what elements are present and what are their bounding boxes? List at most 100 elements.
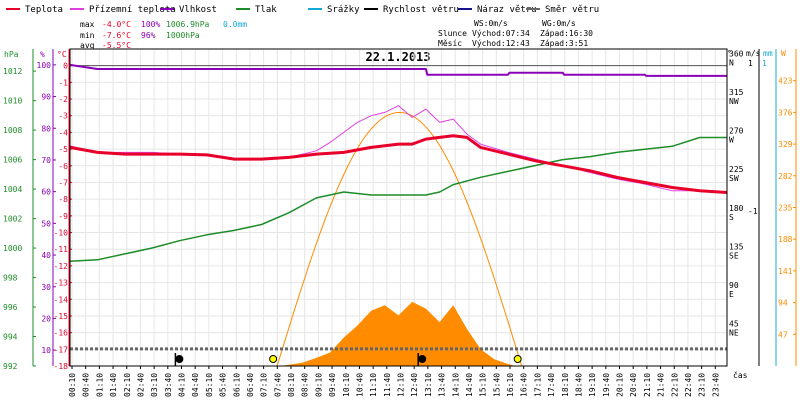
pressure-tick-label: 994 bbox=[3, 333, 18, 342]
wind-dir-tick-label: W bbox=[729, 136, 734, 145]
min-pressure: 1000hPa bbox=[166, 31, 200, 40]
radiation-tick-label: 376 bbox=[778, 108, 793, 117]
temperature-tick-label: -6 bbox=[58, 162, 68, 171]
humidity-tick-label: 70 bbox=[41, 156, 51, 165]
temperature-tick-label: -8 bbox=[58, 195, 68, 204]
plot-frame bbox=[69, 48, 728, 367]
left-axes: 9929949969981000100210041006100810101012… bbox=[3, 61, 72, 371]
x-tick-label: 02:10 bbox=[123, 373, 132, 397]
moon-marker-icon bbox=[418, 355, 427, 363]
wind-speed-tick-label: 1 bbox=[748, 59, 753, 68]
x-tick-label: 23:10 bbox=[698, 373, 707, 397]
legend-label: Směr větru bbox=[545, 5, 599, 15]
legend-label: Tlak bbox=[255, 5, 277, 15]
wind-dir-tick-label: SW bbox=[729, 174, 739, 183]
wind-dir-tick-value: 360 bbox=[729, 50, 744, 59]
x-tick-label: 04:10 bbox=[178, 373, 187, 397]
temperature-tick-label: 0 bbox=[63, 62, 68, 71]
x-tick-label: 05:40 bbox=[219, 373, 228, 397]
legend-label: Rychlost větru bbox=[383, 5, 459, 15]
x-tick-label: 22:10 bbox=[670, 373, 679, 397]
pressure-tick-label: 1008 bbox=[3, 126, 22, 135]
x-tick-label: 07:40 bbox=[273, 373, 282, 397]
x-tick-label: 05:10 bbox=[205, 373, 214, 397]
temperature-line bbox=[69, 134, 728, 194]
wind-dir-tick-value: 315 bbox=[729, 88, 744, 97]
max-pressure: 1006.9hPa bbox=[166, 20, 210, 29]
radiation-tick-label: 188 bbox=[778, 235, 793, 244]
sun-marker-icon bbox=[269, 355, 278, 363]
rain-unit: mm bbox=[763, 49, 773, 58]
x-tick-label: 09:10 bbox=[314, 373, 323, 397]
x-tick-label: 15:40 bbox=[492, 373, 501, 397]
x-tick-label: 00:40 bbox=[82, 373, 91, 397]
temperature-tick-label: -10 bbox=[54, 229, 69, 238]
wind-dir-unit: ° bbox=[727, 49, 732, 58]
temperature-tick-label: -5 bbox=[58, 145, 68, 154]
x-tick-label: 15:10 bbox=[479, 373, 488, 397]
sun-marker-icon bbox=[513, 355, 522, 363]
wind-dir-tick-label: SE bbox=[729, 251, 739, 260]
wind-dir-tick-label: NW bbox=[729, 97, 739, 106]
x-tick-label: 16:10 bbox=[506, 373, 515, 397]
x-tick-label: 10:10 bbox=[342, 373, 351, 397]
wind-dir-tick-label: NE bbox=[729, 328, 739, 337]
x-tick-label: 06:40 bbox=[246, 373, 255, 397]
wind-dir-tick-value: 90 bbox=[729, 281, 739, 290]
humidity-tick-label: 40 bbox=[41, 251, 51, 260]
humidity-unit: % bbox=[40, 50, 45, 59]
x-tick-label: 12:10 bbox=[397, 373, 406, 397]
radiation-tick-label: 94 bbox=[778, 299, 788, 308]
stats-block: max -4.0°C 100% 1006.9hPa 0.0mm min -7.6… bbox=[80, 20, 247, 50]
x-tick-label: 19:10 bbox=[588, 373, 597, 397]
x-tick-label: 14:10 bbox=[451, 373, 460, 397]
humidity-tick-label: 30 bbox=[41, 283, 51, 292]
sun-elevation-curve bbox=[276, 111, 523, 367]
radiation-unit: W bbox=[781, 49, 786, 58]
pressure-tick-label: 998 bbox=[3, 274, 18, 283]
radiation-tick-label: 329 bbox=[778, 140, 793, 149]
x-tick-label: 17:40 bbox=[547, 373, 556, 397]
wind-dir-tick-value: 45 bbox=[729, 319, 739, 328]
legend-label: Teplota bbox=[25, 5, 63, 15]
temperature-tick-label: -17 bbox=[54, 345, 69, 354]
radiation-tick-label: 423 bbox=[778, 77, 793, 86]
min-temp: -7.6°C bbox=[102, 31, 131, 40]
wind-dir-tick-label: S bbox=[729, 213, 734, 222]
legend-label: Přízemní teplota bbox=[89, 5, 176, 15]
sun-rise: Východ:07:34 bbox=[472, 29, 530, 38]
avg-label: avg bbox=[80, 41, 95, 50]
avg-temp: -5.5°C bbox=[102, 41, 131, 50]
radiation-tick-label: 141 bbox=[778, 267, 793, 276]
max-rain: 0.0mm bbox=[223, 20, 247, 29]
pressure-unit: hPa bbox=[4, 50, 19, 59]
x-tick-label: 14:40 bbox=[465, 373, 474, 397]
x-tick-label: 04:40 bbox=[191, 373, 200, 397]
wind-speed-readout: WS:0m/s bbox=[474, 19, 508, 28]
x-tick-label: 21:40 bbox=[657, 373, 666, 397]
grid bbox=[70, 49, 727, 367]
x-tick-label: 11:40 bbox=[383, 373, 392, 397]
right-axes: 360N315NW270W225SW180S135SE90E45NE1-1142… bbox=[729, 50, 796, 339]
sun-label: Slunce bbox=[438, 29, 467, 38]
rain-tick-label: 1 bbox=[762, 59, 767, 68]
x-tick-label: 10:40 bbox=[355, 373, 364, 397]
x-tick-label: 18:10 bbox=[561, 373, 570, 397]
wind-dir-tick-label: E bbox=[729, 290, 734, 299]
temperature-tick-label: -2 bbox=[58, 95, 68, 104]
max-label: max bbox=[80, 20, 95, 29]
pressure-tick-label: 1006 bbox=[3, 156, 22, 165]
wind-speed-unit: m/s bbox=[746, 49, 761, 58]
x-tick-label: 06:10 bbox=[232, 373, 241, 397]
wind-dir-tick-value: 135 bbox=[729, 242, 744, 251]
x-tick-label: 02:40 bbox=[136, 373, 145, 397]
plot-area bbox=[69, 63, 728, 367]
radiation-tick-label: 282 bbox=[778, 172, 793, 181]
x-tick-label: 16:40 bbox=[520, 373, 529, 397]
temperature-tick-label: -15 bbox=[54, 312, 69, 321]
x-tick-label: 07:10 bbox=[260, 373, 269, 397]
temperature-tick-label: -14 bbox=[54, 295, 69, 304]
x-tick-label: 00:10 bbox=[68, 373, 77, 397]
wind-dir-tick-value: 180 bbox=[729, 204, 744, 213]
